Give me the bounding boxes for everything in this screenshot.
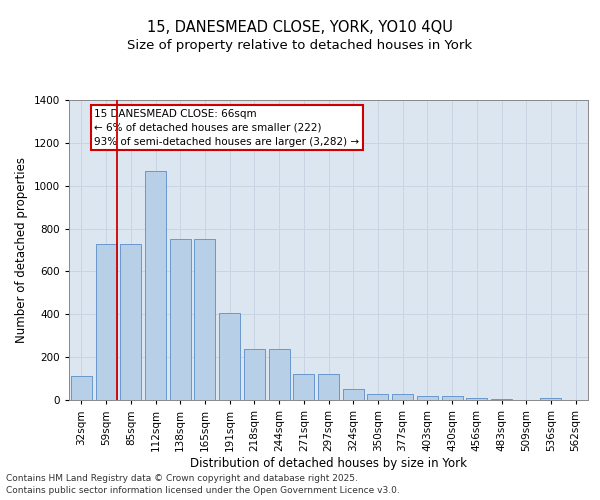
Bar xyxy=(442,396,463,400)
Bar xyxy=(491,399,512,400)
Bar xyxy=(541,398,562,400)
Text: Contains HM Land Registry data © Crown copyright and database right 2025.
Contai: Contains HM Land Registry data © Crown c… xyxy=(6,474,400,495)
X-axis label: Distribution of detached houses by size in York: Distribution of detached houses by size … xyxy=(190,456,467,469)
Bar xyxy=(318,374,339,400)
Bar xyxy=(466,398,487,400)
Bar xyxy=(417,396,438,400)
Text: 15, DANESMEAD CLOSE, YORK, YO10 4QU: 15, DANESMEAD CLOSE, YORK, YO10 4QU xyxy=(147,20,453,35)
Bar xyxy=(95,244,116,400)
Bar xyxy=(244,349,265,400)
Y-axis label: Number of detached properties: Number of detached properties xyxy=(15,157,28,343)
Bar xyxy=(367,394,388,400)
Bar xyxy=(120,244,141,400)
Bar xyxy=(293,374,314,400)
Text: Size of property relative to detached houses in York: Size of property relative to detached ho… xyxy=(127,38,473,52)
Bar xyxy=(343,390,364,400)
Text: 15 DANESMEAD CLOSE: 66sqm
← 6% of detached houses are smaller (222)
93% of semi-: 15 DANESMEAD CLOSE: 66sqm ← 6% of detach… xyxy=(94,108,359,146)
Bar xyxy=(269,349,290,400)
Bar xyxy=(71,376,92,400)
Bar xyxy=(194,240,215,400)
Bar xyxy=(145,170,166,400)
Bar xyxy=(392,394,413,400)
Bar xyxy=(219,313,240,400)
Bar xyxy=(170,240,191,400)
